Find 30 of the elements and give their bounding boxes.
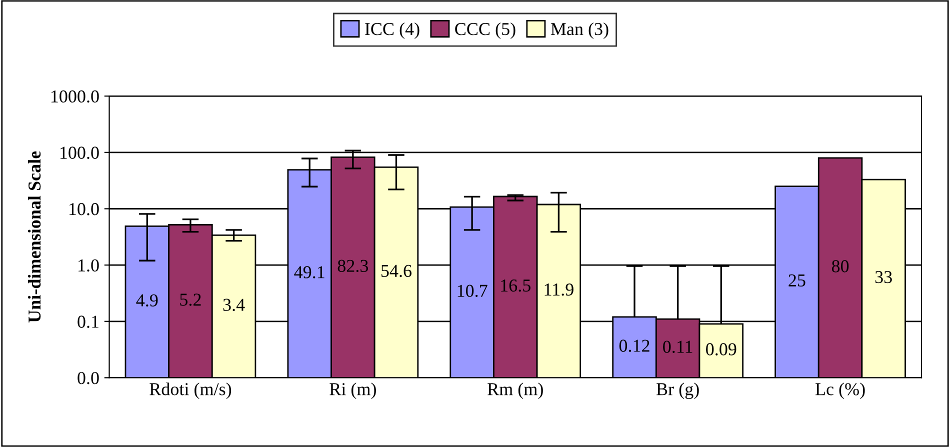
- y-axis-title: Uni-dimensional Scale: [28, 151, 41, 322]
- data-label: 11.9: [544, 283, 574, 296]
- data-label: 0.12: [619, 340, 650, 352]
- y-tick-label: 0.1: [78, 316, 98, 328]
- data-label: 0.09: [706, 343, 736, 356]
- y-tick-label: 1.0: [78, 259, 99, 272]
- y-tick-label: 100.0: [60, 146, 99, 159]
- data-label: 82.3: [338, 260, 368, 272]
- legend-label: ICC (4): [365, 22, 420, 39]
- legend-label: CCC (5): [455, 22, 516, 39]
- x-tick-label: Rdoti (m/s): [150, 382, 232, 399]
- data-label: 25: [788, 274, 806, 287]
- data-label: 80: [832, 260, 849, 272]
- data-label: 49.1: [294, 266, 324, 278]
- data-label: 5.2: [180, 294, 201, 306]
- data-label: 16.5: [501, 279, 530, 292]
- y-tick-label: 0.0: [78, 372, 99, 384]
- x-tick-label: Lc (%): [815, 382, 865, 399]
- y-tick-label: 1000.0: [51, 90, 99, 103]
- data-label: 0.11: [663, 340, 692, 353]
- y-tick-label: 10.0: [70, 203, 99, 216]
- x-tick-label: Rm (m): [488, 382, 543, 399]
- data-label: 10.7: [458, 284, 488, 298]
- data-label: 54.6: [381, 264, 412, 278]
- legend-label: Man (3): [550, 22, 608, 39]
- x-tick-label: Br (g): [656, 382, 699, 399]
- data-label: 4.9: [136, 294, 158, 307]
- x-tick-label: Ri (m): [330, 382, 376, 399]
- data-label: 33: [875, 271, 892, 284]
- data-label: 3.4: [223, 298, 245, 312]
